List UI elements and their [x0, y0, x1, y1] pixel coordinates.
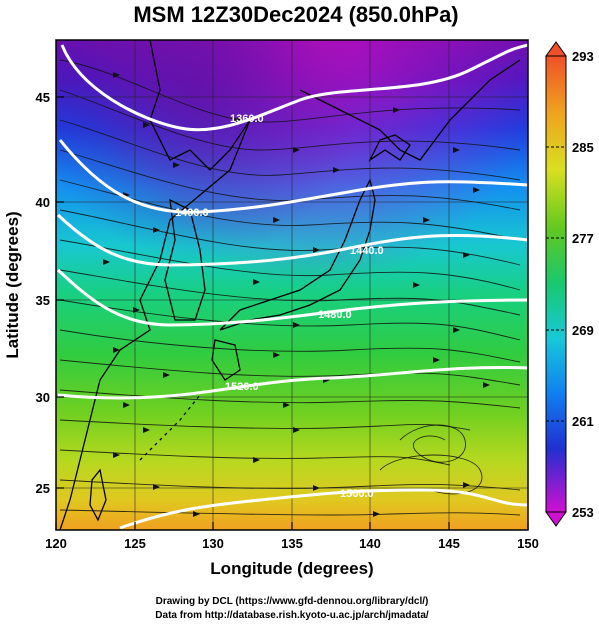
coastline-ryukyu — [139, 394, 201, 461]
contour-label-1520: 1520.0 — [225, 381, 259, 393]
x-tick-140: 140 — [359, 536, 381, 551]
contour-1520 — [57, 365, 528, 400]
contour-1400 — [58, 139, 528, 214]
contour-1360 — [60, 43, 528, 132]
coastline-honshu — [219, 178, 376, 331]
contour-label-1480: 1480.0 — [318, 309, 352, 321]
x-tick-145: 145 — [438, 536, 460, 551]
coastline-hokkaido — [368, 134, 411, 162]
contour-1440 — [56, 213, 528, 267]
coastline-russia — [299, 59, 521, 161]
colorbar-tick-293: 293 — [572, 49, 594, 64]
chart-title: MSM 12Z30Dec2024 (850.0hPa) — [133, 2, 458, 27]
contour-1480 — [56, 268, 528, 327]
coastline-korean-peninsula — [164, 198, 206, 321]
x-tick-125: 125 — [124, 536, 146, 551]
coastlines — [59, 40, 521, 530]
contour-label-1360: 1360.0 — [230, 113, 264, 125]
colorbar-tick-277: 277 — [572, 231, 594, 246]
y-tick-45: 45 — [36, 90, 50, 105]
plot-area — [56, 40, 528, 530]
colorbar-bottom-triangle — [545, 511, 567, 527]
colorbar-tick-261: 261 — [572, 414, 594, 429]
colorbar-tick-285: 285 — [572, 140, 594, 155]
contour-1560 — [119, 488, 528, 530]
x-tick-labels: 120 125 130 135 140 145 150 — [45, 536, 539, 551]
contour-label-1560: 1560.0 — [340, 488, 374, 500]
y-tick-35: 35 — [36, 293, 50, 308]
y-tick-30: 30 — [36, 390, 50, 405]
coastline-kyushu — [211, 339, 241, 381]
colorbar-tick-253: 253 — [572, 505, 594, 520]
x-tick-130: 130 — [202, 536, 224, 551]
contour-labels: 1360.0 1400.0 1440.0 1480.0 1520.0 1560.… — [175, 113, 384, 500]
y-tick-25: 25 — [36, 481, 50, 496]
contour-label-1440: 1440.0 — [350, 245, 384, 257]
contour-label-1400: 1400.0 — [175, 207, 209, 219]
x-tick-135: 135 — [281, 536, 303, 551]
x-axis-label: Longitude (degrees) — [210, 559, 373, 578]
height-contours — [56, 43, 528, 530]
axis-ticks — [55, 96, 529, 530]
colorbar: 293 285 277 269 261 253 — [545, 41, 594, 527]
colorbar-top-triangle — [545, 41, 567, 57]
colorbar-body — [545, 55, 567, 513]
y-axis-label: Latitude (degrees) — [3, 211, 22, 358]
x-tick-120: 120 — [45, 536, 67, 551]
colorbar-tick-269: 269 — [572, 323, 594, 338]
x-tick-150: 150 — [517, 536, 539, 551]
y-tick-40: 40 — [36, 195, 50, 210]
coastline-taiwan — [89, 468, 107, 522]
credit-data-source: Data from http://database.rish.kyoto-u.a… — [155, 610, 429, 621]
credit-drawing: Drawing by DCL (https://www.gfd-dennou.o… — [156, 596, 429, 607]
y-tick-labels: 25 30 35 40 45 — [36, 90, 50, 496]
